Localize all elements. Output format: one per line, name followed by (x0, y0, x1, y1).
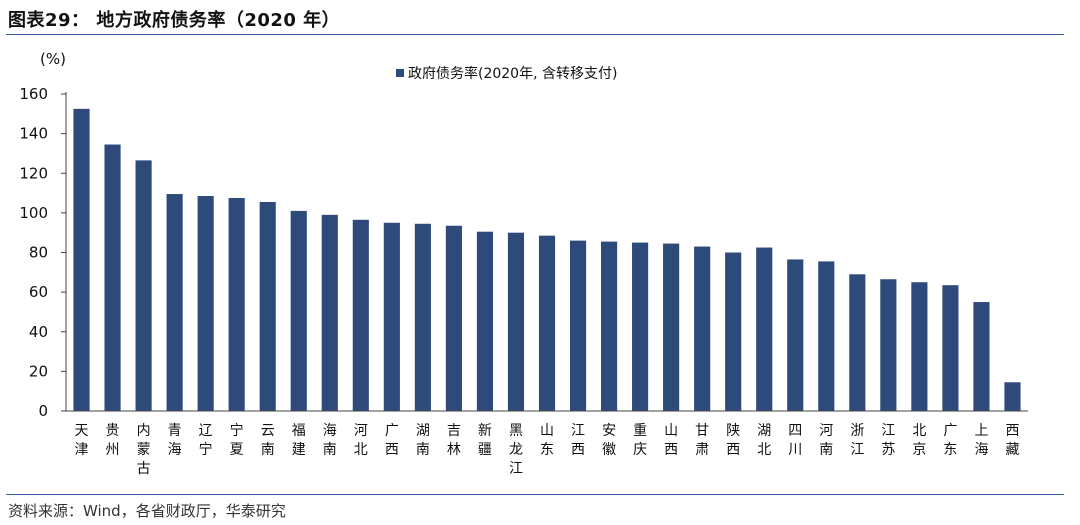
bar-13 (476, 231, 494, 411)
x-category-label: 青海 (168, 423, 182, 458)
y-tick-label: 60 (29, 283, 48, 301)
x-category-label: 广西 (385, 423, 399, 458)
bar-23 (787, 259, 804, 411)
x-category-label: 宁夏 (230, 422, 244, 458)
bar-3 (166, 194, 183, 411)
x-category-label: 贵州 (106, 423, 120, 458)
x-category-label: 浙江 (850, 423, 864, 458)
y-tick-label: 120 (19, 164, 48, 182)
y-tick-label: 20 (29, 362, 48, 380)
y-unit-label: (%) (40, 50, 66, 68)
x-category-label: 湖南 (416, 423, 430, 458)
y-tick-label: 40 (29, 323, 48, 341)
x-category-label: 辽宁 (199, 423, 213, 458)
x-category-label: 江苏 (881, 423, 895, 458)
bar-11 (414, 223, 431, 411)
bottom-divider (6, 494, 1064, 495)
x-category-label: 天津 (75, 423, 89, 458)
x-category-label: 北京 (912, 423, 926, 458)
x-category-label: 黑龙江 (509, 423, 523, 477)
bar-22 (756, 247, 773, 411)
y-tick-label: 100 (19, 204, 48, 222)
bar-29 (973, 302, 990, 411)
y-tick-label: 0 (38, 402, 48, 420)
top-divider (6, 34, 1064, 35)
bar-9 (352, 219, 369, 411)
legend-label: 政府债务率(2020年, 含转移支付) (408, 65, 617, 82)
x-category-label: 上海 (974, 423, 988, 458)
bar-17 (600, 241, 618, 411)
x-category-label: 山东 (540, 423, 554, 458)
bar-18 (632, 242, 649, 411)
source-note: 资料来源：Wind，各省财政厅，华泰研究 (8, 502, 286, 520)
bar-12 (445, 225, 462, 411)
bar-chart: (%) 政府债务率(2020年, 含转移支付) 0 20 40 60 80 100 120 1… (19, 50, 1028, 477)
x-category-label: 湖北 (757, 423, 771, 458)
bar-28 (942, 285, 959, 411)
bar-2 (135, 160, 152, 411)
x-category-label: 江西 (571, 423, 585, 458)
x-category-label: 河北 (354, 423, 368, 458)
bar-0 (73, 108, 90, 411)
x-category-label: 河南 (819, 423, 833, 458)
bar-7 (290, 210, 307, 411)
bar-25 (849, 274, 866, 411)
x-category-label: 新疆 (478, 423, 492, 458)
bar-6 (259, 201, 276, 411)
bar-14 (507, 232, 525, 411)
bar-8 (321, 214, 338, 411)
bar-21 (725, 252, 742, 411)
x-category-label: 福建 (292, 423, 306, 458)
x-category-label: 吉林 (447, 423, 461, 458)
y-tick-label: 160 (19, 85, 48, 103)
bar-30 (1004, 382, 1021, 411)
legend-swatch (396, 69, 404, 77)
bar-19 (663, 243, 680, 411)
bar-24 (818, 261, 835, 411)
bar-16 (569, 240, 587, 411)
x-category-label: 西藏 (1005, 423, 1019, 458)
x-category-label: 山西 (664, 423, 678, 458)
bar-4 (197, 196, 214, 411)
bars (73, 108, 1021, 411)
bar-20 (694, 246, 711, 411)
x-category-label: 四川 (788, 423, 802, 458)
x-category-label: 安徽 (602, 423, 616, 458)
page-title: 图表29： 地方政府债务率（2020 年） (8, 10, 341, 31)
y-tick-label: 80 (29, 244, 48, 262)
bar-15 (538, 235, 556, 411)
bar-10 (383, 222, 400, 411)
x-category-label: 云南 (261, 423, 275, 458)
x-category-label: 甘肃 (695, 423, 709, 458)
x-category-label: 海南 (323, 423, 337, 458)
legend: 政府债务率(2020年, 含转移支付) (396, 65, 617, 82)
y-tick-label: 140 (19, 125, 48, 143)
x-category-label: 陕西 (726, 423, 740, 458)
x-category-label: 内蒙古 (137, 423, 151, 477)
bar-5 (228, 198, 245, 411)
x-category-label: 广东 (943, 423, 957, 458)
bar-1 (104, 144, 121, 411)
y-axis: 0 20 40 60 80 100 120 140 160 (19, 85, 67, 420)
bar-26 (880, 279, 897, 411)
bar-27 (911, 282, 928, 411)
x-category-label: 重庆 (633, 423, 647, 458)
